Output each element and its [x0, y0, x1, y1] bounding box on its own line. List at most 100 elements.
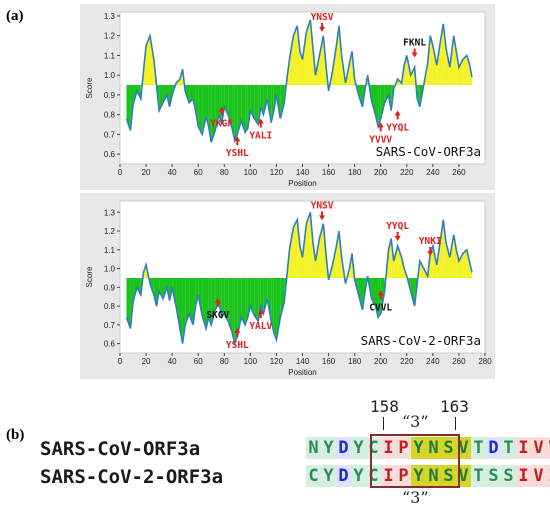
residue: I: [516, 437, 531, 459]
score-line: [125, 211, 473, 347]
x-tick-label: 200: [374, 168, 388, 177]
area-above-threshold: [310, 19, 313, 86]
area-above-threshold: [419, 261, 424, 278]
area-above-threshold: [462, 55, 467, 86]
arrow-down-icon: [319, 211, 326, 221]
annotation-label: YNSV: [311, 200, 334, 211]
position-start-label: 158: [370, 397, 399, 416]
area-above-threshold: [328, 264, 333, 280]
x-tick-label: 60: [194, 357, 203, 366]
area-below-threshold: [195, 85, 199, 127]
motif-box: [370, 434, 460, 488]
area-below-threshold: [263, 85, 268, 115]
area-below-threshold: [280, 277, 285, 318]
x-tick-label: 220: [400, 357, 414, 366]
residue: C: [306, 465, 321, 487]
tick-163: [455, 417, 456, 430]
panel-b-label: (b): [6, 427, 25, 443]
area-above-threshold: [306, 212, 311, 278]
area-below-threshold: [258, 277, 261, 322]
area-below-threshold: [211, 85, 216, 143]
x-tick-label: 80: [220, 357, 229, 366]
x-tick-label: 140: [296, 357, 310, 366]
area-below-threshold: [247, 85, 251, 129]
residue: V: [546, 437, 550, 459]
annotation-label: CVVL: [369, 302, 392, 313]
y-tick-label: 0.6: [104, 150, 116, 159]
area-below-threshold: [179, 277, 183, 344]
area-above-threshold: [345, 268, 350, 284]
area-above-threshold: [289, 35, 294, 86]
residue: C: [366, 465, 381, 487]
area-above-threshold: [302, 31, 307, 86]
area-below-threshold: [417, 85, 420, 107]
arrow-up-icon: [214, 297, 221, 307]
residue: T: [471, 465, 486, 487]
y-tick-label: 1.3: [104, 208, 116, 217]
x-tick-label: 160: [322, 168, 336, 177]
area-below-threshold: [224, 277, 229, 322]
area-below-threshold: [193, 277, 196, 325]
area-above-threshold: [299, 246, 303, 278]
residue: C: [366, 437, 381, 459]
x-tick-label: 180: [348, 168, 362, 177]
y-tick-label: 1.3: [104, 12, 116, 21]
area-below-threshold: [202, 85, 207, 135]
y-axis-label: Score: [85, 77, 94, 98]
area-below-threshold: [206, 85, 209, 127]
area-above-threshold: [466, 249, 470, 278]
arrow-up-icon: [218, 106, 225, 116]
area-above-threshold: [410, 67, 415, 86]
area-above-threshold: [462, 249, 467, 278]
annotation-label: YSHL: [226, 148, 249, 159]
area-above-threshold: [293, 25, 298, 86]
annotation-label: SKGV: [206, 310, 229, 321]
arrow-down-icon: [319, 22, 326, 32]
area-below-threshold: [241, 85, 246, 133]
arrow-up-icon: [234, 327, 241, 337]
chart-1-svg: 0.6 0.7 0.8 0.9 1.0 1.1 1.2 1.3 0 20 40 60 80 100 120 1…: [85, 200, 492, 377]
y-tick-label: 0.9: [104, 283, 116, 292]
residue: D: [336, 437, 351, 459]
area-above-threshold: [432, 45, 437, 86]
area-above-threshold: [146, 35, 150, 86]
residue: Y: [321, 465, 336, 487]
y-tick-label: 1.1: [104, 51, 116, 60]
y-tick-label: 0.8: [104, 111, 116, 120]
area-below-threshold: [159, 277, 164, 299]
residue: N: [426, 437, 441, 459]
arrow-down-icon: [394, 232, 401, 242]
x-tick-label: 200: [374, 357, 388, 366]
area-above-threshold: [445, 47, 450, 86]
arrow-up-icon: [257, 118, 264, 128]
x-tick-label: 160: [322, 357, 336, 366]
arrow-down-icon: [411, 48, 418, 58]
annotation-label: YSHL: [226, 340, 249, 351]
motif-quote-bottom: “3”: [402, 488, 429, 507]
area-below-threshold: [276, 277, 281, 340]
y-tick-label: 1.2: [104, 32, 116, 41]
area-below-threshold: [250, 277, 255, 316]
x-tick-label: 20: [142, 357, 151, 366]
area-below-threshold: [215, 85, 220, 131]
residue: I: [381, 437, 396, 459]
chart-sars-cov-2-orf3a: 0.6 0.7 0.8 0.9 1.0 1.1 1.2 1.3 0 20 40 60 80 100 120 1…: [80, 193, 495, 379]
area-below-threshold: [185, 277, 190, 325]
annotation-label: YNSV: [311, 12, 334, 23]
area-below-threshold: [228, 277, 233, 333]
area-above-threshold: [443, 219, 446, 278]
residue: V: [531, 465, 546, 487]
area-below-threshold: [202, 277, 207, 329]
area-above-threshold: [445, 242, 450, 278]
x-tick-label: 260: [452, 168, 466, 177]
area-below-threshold: [410, 277, 415, 307]
residue: V: [531, 437, 546, 459]
annotation-label: YALV: [249, 321, 272, 332]
area-below-threshold: [234, 277, 238, 344]
area-below-threshold: [267, 277, 272, 322]
area-below-threshold: [208, 277, 212, 325]
arrow-up-icon: [257, 309, 264, 319]
area-above-threshold: [289, 227, 294, 278]
area-below-threshold: [367, 75, 372, 101]
area-below-threshold: [378, 277, 381, 318]
